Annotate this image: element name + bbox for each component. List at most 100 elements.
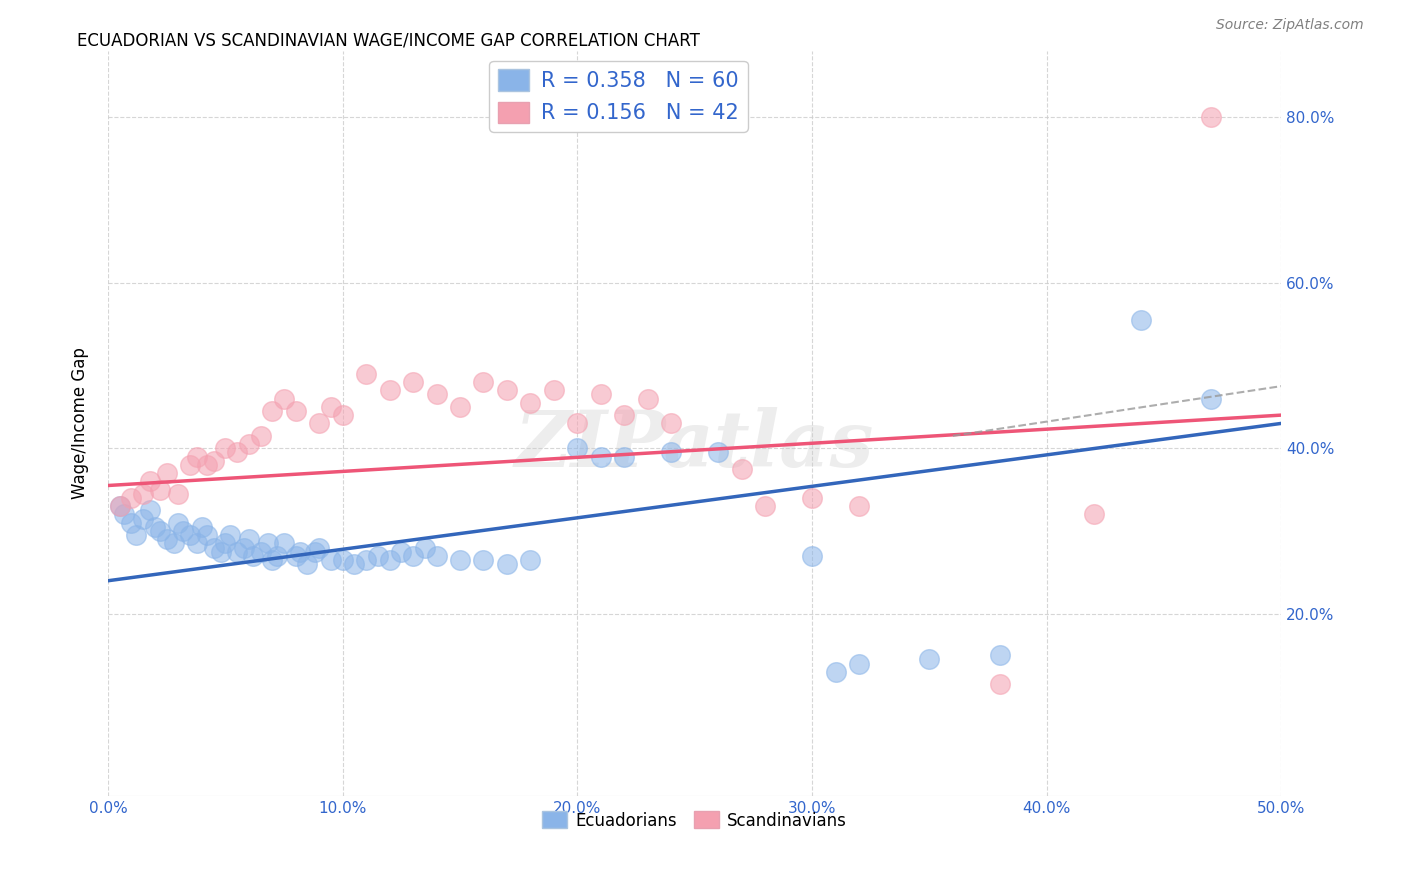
Point: [496, 557, 519, 571]
Point: [156, 533, 179, 547]
Point: [179, 528, 201, 542]
Point: [918, 652, 941, 666]
Point: [389, 545, 412, 559]
Point: [988, 677, 1011, 691]
Point: [202, 453, 225, 467]
Point: [108, 499, 131, 513]
Point: [378, 553, 401, 567]
Point: [202, 541, 225, 555]
Point: [163, 536, 186, 550]
Point: [519, 553, 541, 567]
Point: [132, 511, 155, 525]
Point: [1083, 508, 1105, 522]
Point: [543, 384, 565, 398]
Point: [156, 466, 179, 480]
Point: [266, 549, 288, 563]
Point: [402, 375, 425, 389]
Point: [402, 549, 425, 563]
Point: [284, 404, 307, 418]
Point: [613, 450, 636, 464]
Point: [112, 508, 135, 522]
Point: [319, 553, 342, 567]
Point: [343, 557, 366, 571]
Point: [262, 404, 284, 418]
Point: [378, 384, 401, 398]
Point: [354, 553, 377, 567]
Point: [143, 520, 166, 534]
Point: [284, 549, 307, 563]
Point: [1199, 110, 1222, 124]
Point: [1199, 392, 1222, 406]
Point: [308, 541, 330, 555]
Point: [413, 541, 436, 555]
Point: [496, 384, 519, 398]
Point: [1129, 313, 1152, 327]
Point: [191, 520, 214, 534]
Point: [167, 516, 190, 530]
Point: [139, 503, 162, 517]
Point: [238, 437, 260, 451]
Point: [472, 375, 495, 389]
Point: [332, 408, 354, 422]
Point: [519, 395, 541, 409]
Point: [754, 499, 776, 513]
Point: [195, 528, 218, 542]
Point: [186, 450, 208, 464]
Point: [589, 387, 612, 401]
Y-axis label: Wage/Income Gap: Wage/Income Gap: [72, 348, 89, 500]
Text: ECUADORIAN VS SCANDINAVIAN WAGE/INCOME GAP CORRELATION CHART: ECUADORIAN VS SCANDINAVIAN WAGE/INCOME G…: [77, 31, 700, 49]
Point: [120, 491, 142, 505]
Point: [172, 524, 194, 538]
Point: [707, 445, 730, 459]
Point: [824, 665, 846, 679]
Point: [730, 462, 752, 476]
Point: [449, 400, 471, 414]
Point: [848, 499, 870, 513]
Point: [125, 528, 148, 542]
Point: [262, 553, 284, 567]
Point: [637, 392, 659, 406]
Point: [149, 524, 172, 538]
Point: [801, 549, 824, 563]
Point: [567, 442, 589, 456]
Point: [209, 545, 232, 559]
Point: [238, 533, 260, 547]
Point: [242, 549, 264, 563]
Point: [195, 458, 218, 472]
Point: [226, 445, 249, 459]
Point: [425, 387, 447, 401]
Point: [233, 541, 256, 555]
Legend: Ecuadorians, Scandinavians: Ecuadorians, Scandinavians: [536, 805, 853, 836]
Point: [425, 549, 447, 563]
Point: [132, 487, 155, 501]
Point: [354, 367, 377, 381]
Point: [319, 400, 342, 414]
Point: [472, 553, 495, 567]
Point: [249, 429, 271, 443]
Point: [290, 545, 312, 559]
Point: [273, 536, 295, 550]
Point: [297, 557, 319, 571]
Point: [848, 657, 870, 671]
Text: Source: ZipAtlas.com: Source: ZipAtlas.com: [1216, 18, 1364, 32]
Point: [332, 553, 354, 567]
Point: [659, 417, 682, 431]
Point: [567, 417, 589, 431]
Point: [249, 545, 271, 559]
Point: [304, 545, 326, 559]
Point: [186, 536, 208, 550]
Point: [367, 549, 389, 563]
Point: [149, 483, 172, 497]
Point: [108, 499, 131, 513]
Point: [273, 392, 295, 406]
Point: [219, 528, 242, 542]
Point: [308, 417, 330, 431]
Point: [801, 491, 824, 505]
Point: [226, 545, 249, 559]
Point: [613, 408, 636, 422]
Point: [449, 553, 471, 567]
Point: [589, 450, 612, 464]
Point: [167, 487, 190, 501]
Point: [120, 516, 142, 530]
Point: [988, 648, 1011, 663]
